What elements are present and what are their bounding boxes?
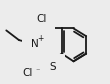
Text: +: + xyxy=(37,34,44,43)
Text: ⁻: ⁻ xyxy=(36,67,40,76)
Text: N: N xyxy=(31,39,38,49)
Text: S: S xyxy=(50,62,56,72)
Text: Cl: Cl xyxy=(23,68,33,78)
Text: Cl: Cl xyxy=(36,14,47,24)
